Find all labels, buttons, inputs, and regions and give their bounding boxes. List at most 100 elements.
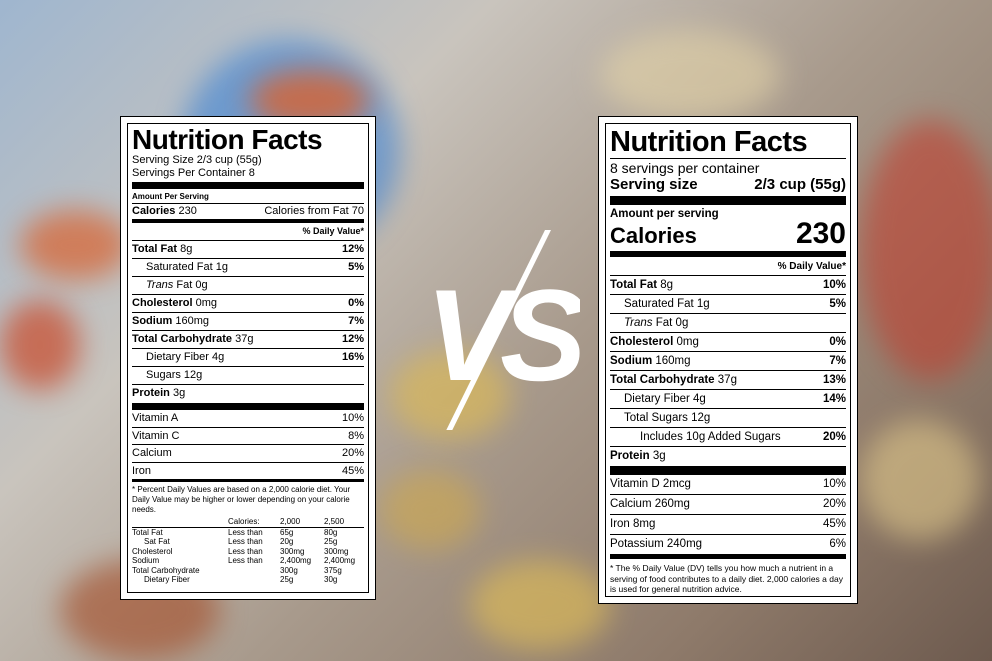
vitamin-dv: 10% xyxy=(822,478,846,490)
vs-graphic: VS xyxy=(425,230,580,430)
nutrient-row: Cholesterol 0mg 0% xyxy=(610,332,846,351)
vitamin-label: Vitamin C xyxy=(132,429,180,442)
nutrient-row: Total Fat 8g 10% xyxy=(610,275,846,294)
reference-cell: 2,400mg xyxy=(324,556,356,565)
nutrient-row: Protein 3g xyxy=(610,446,846,465)
nutrient-amount: 12g xyxy=(183,369,203,381)
nutrient-name: Saturated Fat 1g xyxy=(610,295,710,313)
reference-cell xyxy=(228,575,280,585)
footnote: * Percent Daily Values are based on a 2,… xyxy=(132,485,351,514)
vitamin-dv: 20% xyxy=(341,447,364,459)
nutrient-name: Total Carbohydrate 37g xyxy=(132,331,253,348)
reference-cell: Less than xyxy=(228,546,263,556)
nutrient-name: Protein 3g xyxy=(132,385,185,402)
nutrient-dv: 12% xyxy=(341,243,364,255)
nutrient-row: Saturated Fat 1g 5% xyxy=(610,294,846,313)
nutrient-amount: 8g xyxy=(180,243,193,255)
vitamin-row: Calcium 20% xyxy=(132,444,364,462)
nutrient-row: Total Fat 8g 12% xyxy=(132,240,364,258)
nutrient-row: Sugars 12g xyxy=(132,366,364,384)
new-nutrition-label: Nutrition Facts 8 servings per container… xyxy=(598,116,858,604)
calories-label: Calories xyxy=(610,223,697,248)
nutrient-amount: Fat 0g xyxy=(655,317,689,329)
reference-row: Total Carbohydrate 300g 375g xyxy=(132,566,364,576)
nutrient-amount: 12g xyxy=(691,412,711,424)
nutrient-name: Dietary Fiber 4g xyxy=(132,349,224,366)
label-title: Nutrition Facts xyxy=(132,124,323,155)
nutrient-row: Includes 10g Added Sugars 20% xyxy=(610,427,846,446)
nutrient-label: Protein xyxy=(610,450,650,462)
reference-cell: Dietary Fiber xyxy=(144,575,190,584)
reference-cell xyxy=(228,566,280,576)
slash-divider xyxy=(446,230,551,430)
reference-cell: 65g xyxy=(280,527,294,537)
reference-header-cell: 2,000 xyxy=(280,517,301,526)
reference-cell: Less than xyxy=(228,527,263,537)
nutrient-amount: 160mg xyxy=(655,355,691,367)
nutrient-dv: 5% xyxy=(829,298,846,310)
serving-size-label: Serving size xyxy=(610,176,698,193)
calories-from-fat: Calories from Fat 70 xyxy=(264,205,364,217)
nutrient-label: Sodium xyxy=(610,355,653,367)
nutrient-dv: 7% xyxy=(348,315,364,327)
reference-cell: 30g xyxy=(324,575,338,584)
nutrient-name: Cholesterol 0mg xyxy=(132,295,217,312)
nutrient-name: Total Carbohydrate 37g xyxy=(610,371,737,389)
reference-cell: Sodium xyxy=(132,556,160,565)
vitamin-label: Vitamin D 2mcg xyxy=(610,478,691,490)
nutrient-name: Total Sugars 12g xyxy=(610,409,710,427)
nutrient-name: Total Fat 8g xyxy=(132,241,192,258)
nutrient-label: Trans xyxy=(624,317,653,329)
nutrient-dv: 20% xyxy=(822,431,846,443)
nutrient-row: Trans Fat 0g xyxy=(610,313,846,332)
nutrient-row: Saturated Fat 1g 5% xyxy=(132,258,364,276)
calories-value: 230 xyxy=(795,217,846,250)
reference-cell: Less than xyxy=(228,556,263,565)
nutrient-list: Total Fat 8g 12% Saturated Fat 1g 5% Trans F… xyxy=(132,240,364,402)
reference-cell: Less than xyxy=(228,537,263,546)
reference-header: Calories: 2,000 2,500 xyxy=(132,517,364,528)
reference-table: Calories: 2,000 2,500 Total Fat Less than 65g… xyxy=(132,517,364,585)
vitamin-dv: 45% xyxy=(822,518,846,530)
servings-per-container: Servings Per Container 8 xyxy=(132,167,255,179)
vitamin-row: Vitamin C 8% xyxy=(132,426,364,445)
nutrient-name: Dietary Fiber 4g xyxy=(610,390,706,408)
nutrient-label: Sodium xyxy=(132,315,173,327)
old-nutrition-label: Nutrition Facts Serving Size 2/3 cup (55… xyxy=(120,116,376,600)
vitamin-dv: 8% xyxy=(348,429,364,442)
nutrient-label: Total Carbohydrate xyxy=(132,333,233,345)
nutrient-dv: 7% xyxy=(829,355,846,367)
reference-header-cell: Calories: xyxy=(228,517,260,526)
nutrient-label: Includes 10g Added Sugars xyxy=(640,431,781,443)
nutrient-list: Total Fat 8g 10% Saturated Fat 1g 5% Trans F… xyxy=(610,275,846,465)
nutrient-amount: 3g xyxy=(172,387,186,399)
nutrient-name: Cholesterol 0mg xyxy=(610,333,699,351)
nutrient-amount: 4g xyxy=(693,393,706,405)
amount-per-serving: Amount Per Serving xyxy=(132,192,209,201)
nutrient-name: Total Fat 8g xyxy=(610,276,673,294)
nutrient-label: Trans xyxy=(146,279,174,291)
reference-row: Sodium Less than 2,400mg 2,400mg xyxy=(132,556,364,566)
nutrient-amount: 4g xyxy=(212,351,225,363)
calories-label: Calories xyxy=(132,205,176,217)
nutrient-name: Sodium 160mg xyxy=(132,313,209,330)
amount-per-serving: Amount per serving xyxy=(610,208,719,220)
nutrient-row: Dietary Fiber 4g 14% xyxy=(610,389,846,408)
reference-cell: 300g xyxy=(280,565,298,575)
nutrient-row: Cholesterol 0mg 0% xyxy=(132,294,364,312)
nutrient-dv: 0% xyxy=(348,297,364,309)
nutrient-label: Cholesterol xyxy=(610,336,674,348)
vitamin-list: Vitamin D 2mcg 10% Calcium 260mg 20% Iron 8m… xyxy=(610,475,846,554)
vitamin-label: Vitamin A xyxy=(132,412,179,424)
nutrient-label: Total Fat xyxy=(610,279,658,291)
vitamin-label: Iron xyxy=(132,464,151,477)
nutrient-amount: 0mg xyxy=(195,297,217,309)
nutrient-row: Total Carbohydrate 37g 12% xyxy=(132,330,364,348)
nutrient-label: Dietary Fiber xyxy=(146,351,209,363)
nutrient-label: Protein xyxy=(132,387,170,399)
nutrient-dv: 5% xyxy=(348,261,364,273)
nutrient-row: Trans Fat 0g xyxy=(132,276,364,294)
servings-per-container: 8 servings per container xyxy=(610,160,760,176)
footnote: * The % Daily Value (DV) tells you how m… xyxy=(610,563,843,594)
nutrient-label: Cholesterol xyxy=(132,297,193,309)
